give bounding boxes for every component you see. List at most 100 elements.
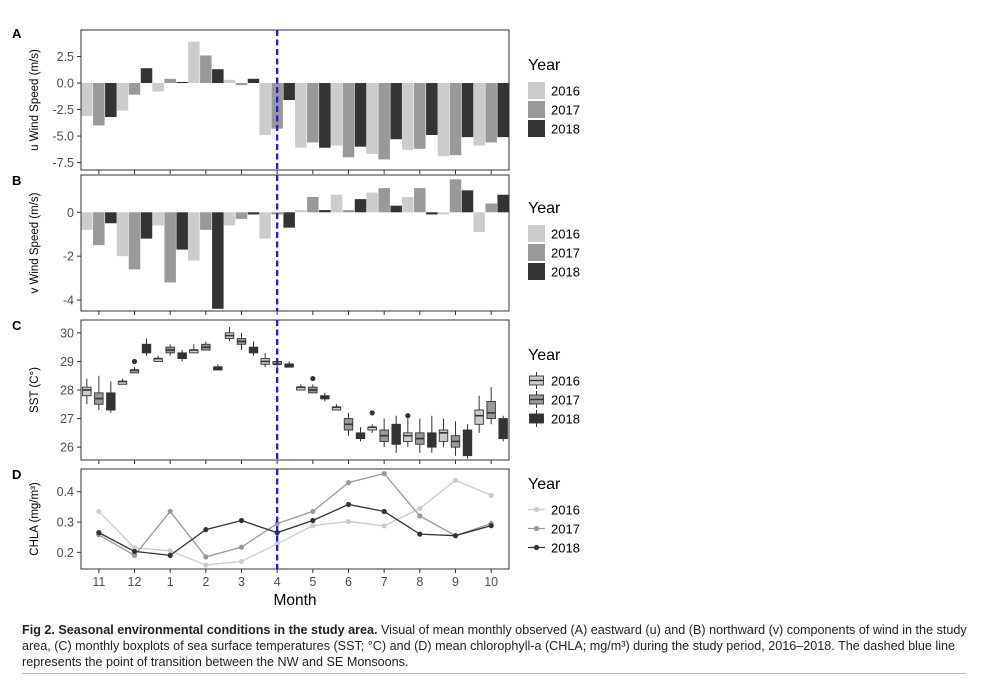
box-body: [438, 429, 449, 442]
bar-2016-m10: [473, 83, 485, 146]
y-tick-label: -7.5: [52, 156, 74, 170]
panel-frame: [80, 319, 510, 461]
legend-key-2018: [528, 120, 545, 137]
bar-2018-m3: [247, 78, 260, 84]
box-2017-m8: [415, 418, 425, 453]
bar-2017-m9: [449, 179, 462, 213]
panel-frame: [80, 29, 510, 171]
bar-2018-m3: [247, 212, 260, 215]
legend-label-2018: 2018: [551, 265, 580, 280]
point-2017-m3: [238, 544, 245, 550]
box-2018-m4: [284, 361, 294, 368]
box-2016-m6: [331, 404, 342, 411]
point-2018-m2: [203, 527, 209, 533]
legend-label-2017: 2017: [551, 246, 580, 261]
legend-label-2016: 2016: [551, 227, 580, 242]
legend-key-2017: [528, 101, 545, 118]
box-2016-m5: [296, 384, 306, 391]
point-2017-m5: [310, 508, 316, 515]
point-2017-m1: [167, 508, 173, 515]
bar-2018-m11: [105, 212, 117, 224]
legend-label-2016: 2016: [551, 84, 580, 99]
box-2016-m9: [438, 418, 449, 448]
box-body: [486, 400, 496, 420]
box-2017-m7: [379, 418, 389, 448]
point-2016-m3: [238, 558, 245, 565]
bar-2018-m5: [319, 210, 331, 213]
box-2016-m8: [403, 418, 413, 448]
y-tick-label: 0.4: [57, 485, 74, 499]
bar-2018-m8: [426, 212, 438, 215]
bar-2016-m6: [330, 83, 343, 146]
bar-2018-m5: [319, 83, 331, 148]
x-tick-label: 8: [416, 575, 423, 589]
point-2018-m6: [345, 501, 352, 508]
bar-2017-m9: [449, 83, 462, 156]
x-axis-title: Month: [273, 592, 316, 609]
legend-key-2017: [533, 525, 540, 532]
point-2018-m10: [488, 523, 494, 529]
panel-letter: D: [12, 467, 21, 482]
box-body: [427, 432, 437, 448]
bar-2016-m12: [116, 83, 129, 111]
bar-2017-m7: [378, 188, 390, 213]
panel-a: Au Wind Speed (m/s) 2.5 0.0 -2.5 -5.0 -7.5 Yea…: [12, 26, 580, 174]
y-tick-label: 2.5: [57, 50, 74, 64]
bar-2017-m7: [378, 83, 390, 160]
y-tick-label: 26: [60, 441, 74, 455]
point-2016-m7: [381, 523, 387, 529]
panel-letter: B: [12, 173, 21, 188]
legend-label-2018: 2018: [551, 412, 580, 427]
bar-2018-m2: [212, 69, 224, 84]
bar-2017-m12: [128, 83, 141, 95]
legend-label-2016: 2016: [551, 374, 580, 389]
box-body: [462, 429, 473, 457]
bar-2016-m4: [259, 212, 271, 239]
legend-title: Year: [528, 476, 561, 493]
box-2016-m1: [153, 355, 163, 362]
bar-2018-m8: [426, 83, 438, 135]
panel-letter: C: [12, 318, 22, 333]
legend-label-2017: 2017: [551, 522, 580, 537]
y-tick-label: 30: [60, 326, 74, 340]
bar-2017-m10: [485, 203, 497, 213]
bar-2016-m1: [152, 83, 164, 92]
legend-key-2016: [528, 82, 545, 99]
legend-key-2018: [533, 544, 540, 551]
bar-2018-m6: [354, 83, 367, 147]
bar-2018-m7: [390, 83, 402, 140]
point-2016-m12: [131, 545, 138, 551]
box-2018-m2: [213, 364, 223, 371]
point-2018-m9: [452, 533, 459, 539]
bar-2016-m8: [402, 196, 414, 213]
line-2018: [98, 503, 492, 557]
bar-2018-m12: [140, 68, 153, 84]
y-tick-label: 0: [67, 206, 74, 220]
panel-letter: A: [12, 26, 22, 41]
y-tick-label: 29: [60, 355, 74, 369]
y-axis-title: SST (C°): [29, 367, 41, 413]
y-tick-label: -2: [63, 250, 74, 264]
point-2016-m1: [167, 548, 173, 554]
legend-title: Year: [528, 200, 561, 217]
box-2016-m4: [260, 352, 270, 368]
y-axis-title: CHLA (mg/m³): [29, 482, 41, 556]
bar-2016-m9: [437, 212, 450, 215]
box-2018-m7: [391, 415, 401, 453]
legend-key-2016: [533, 506, 540, 513]
box-2016-m11: [82, 378, 92, 405]
bar-2018-m7: [390, 205, 402, 213]
box-2017-m11: [94, 375, 104, 410]
point-2018-m3: [238, 517, 245, 524]
x-tick-label: 2: [202, 575, 209, 589]
box-outlier: [310, 375, 316, 382]
x-tick-label: 7: [381, 575, 388, 589]
point-2017-m4: [274, 520, 280, 527]
bar-2016-m6: [330, 194, 343, 213]
bar-2016-m5: [295, 210, 307, 213]
x-tick-label: 3: [238, 575, 245, 589]
y-tick-label: -4: [63, 294, 74, 308]
bar-2018-m11: [105, 83, 117, 117]
point-2016-m6: [345, 518, 352, 525]
